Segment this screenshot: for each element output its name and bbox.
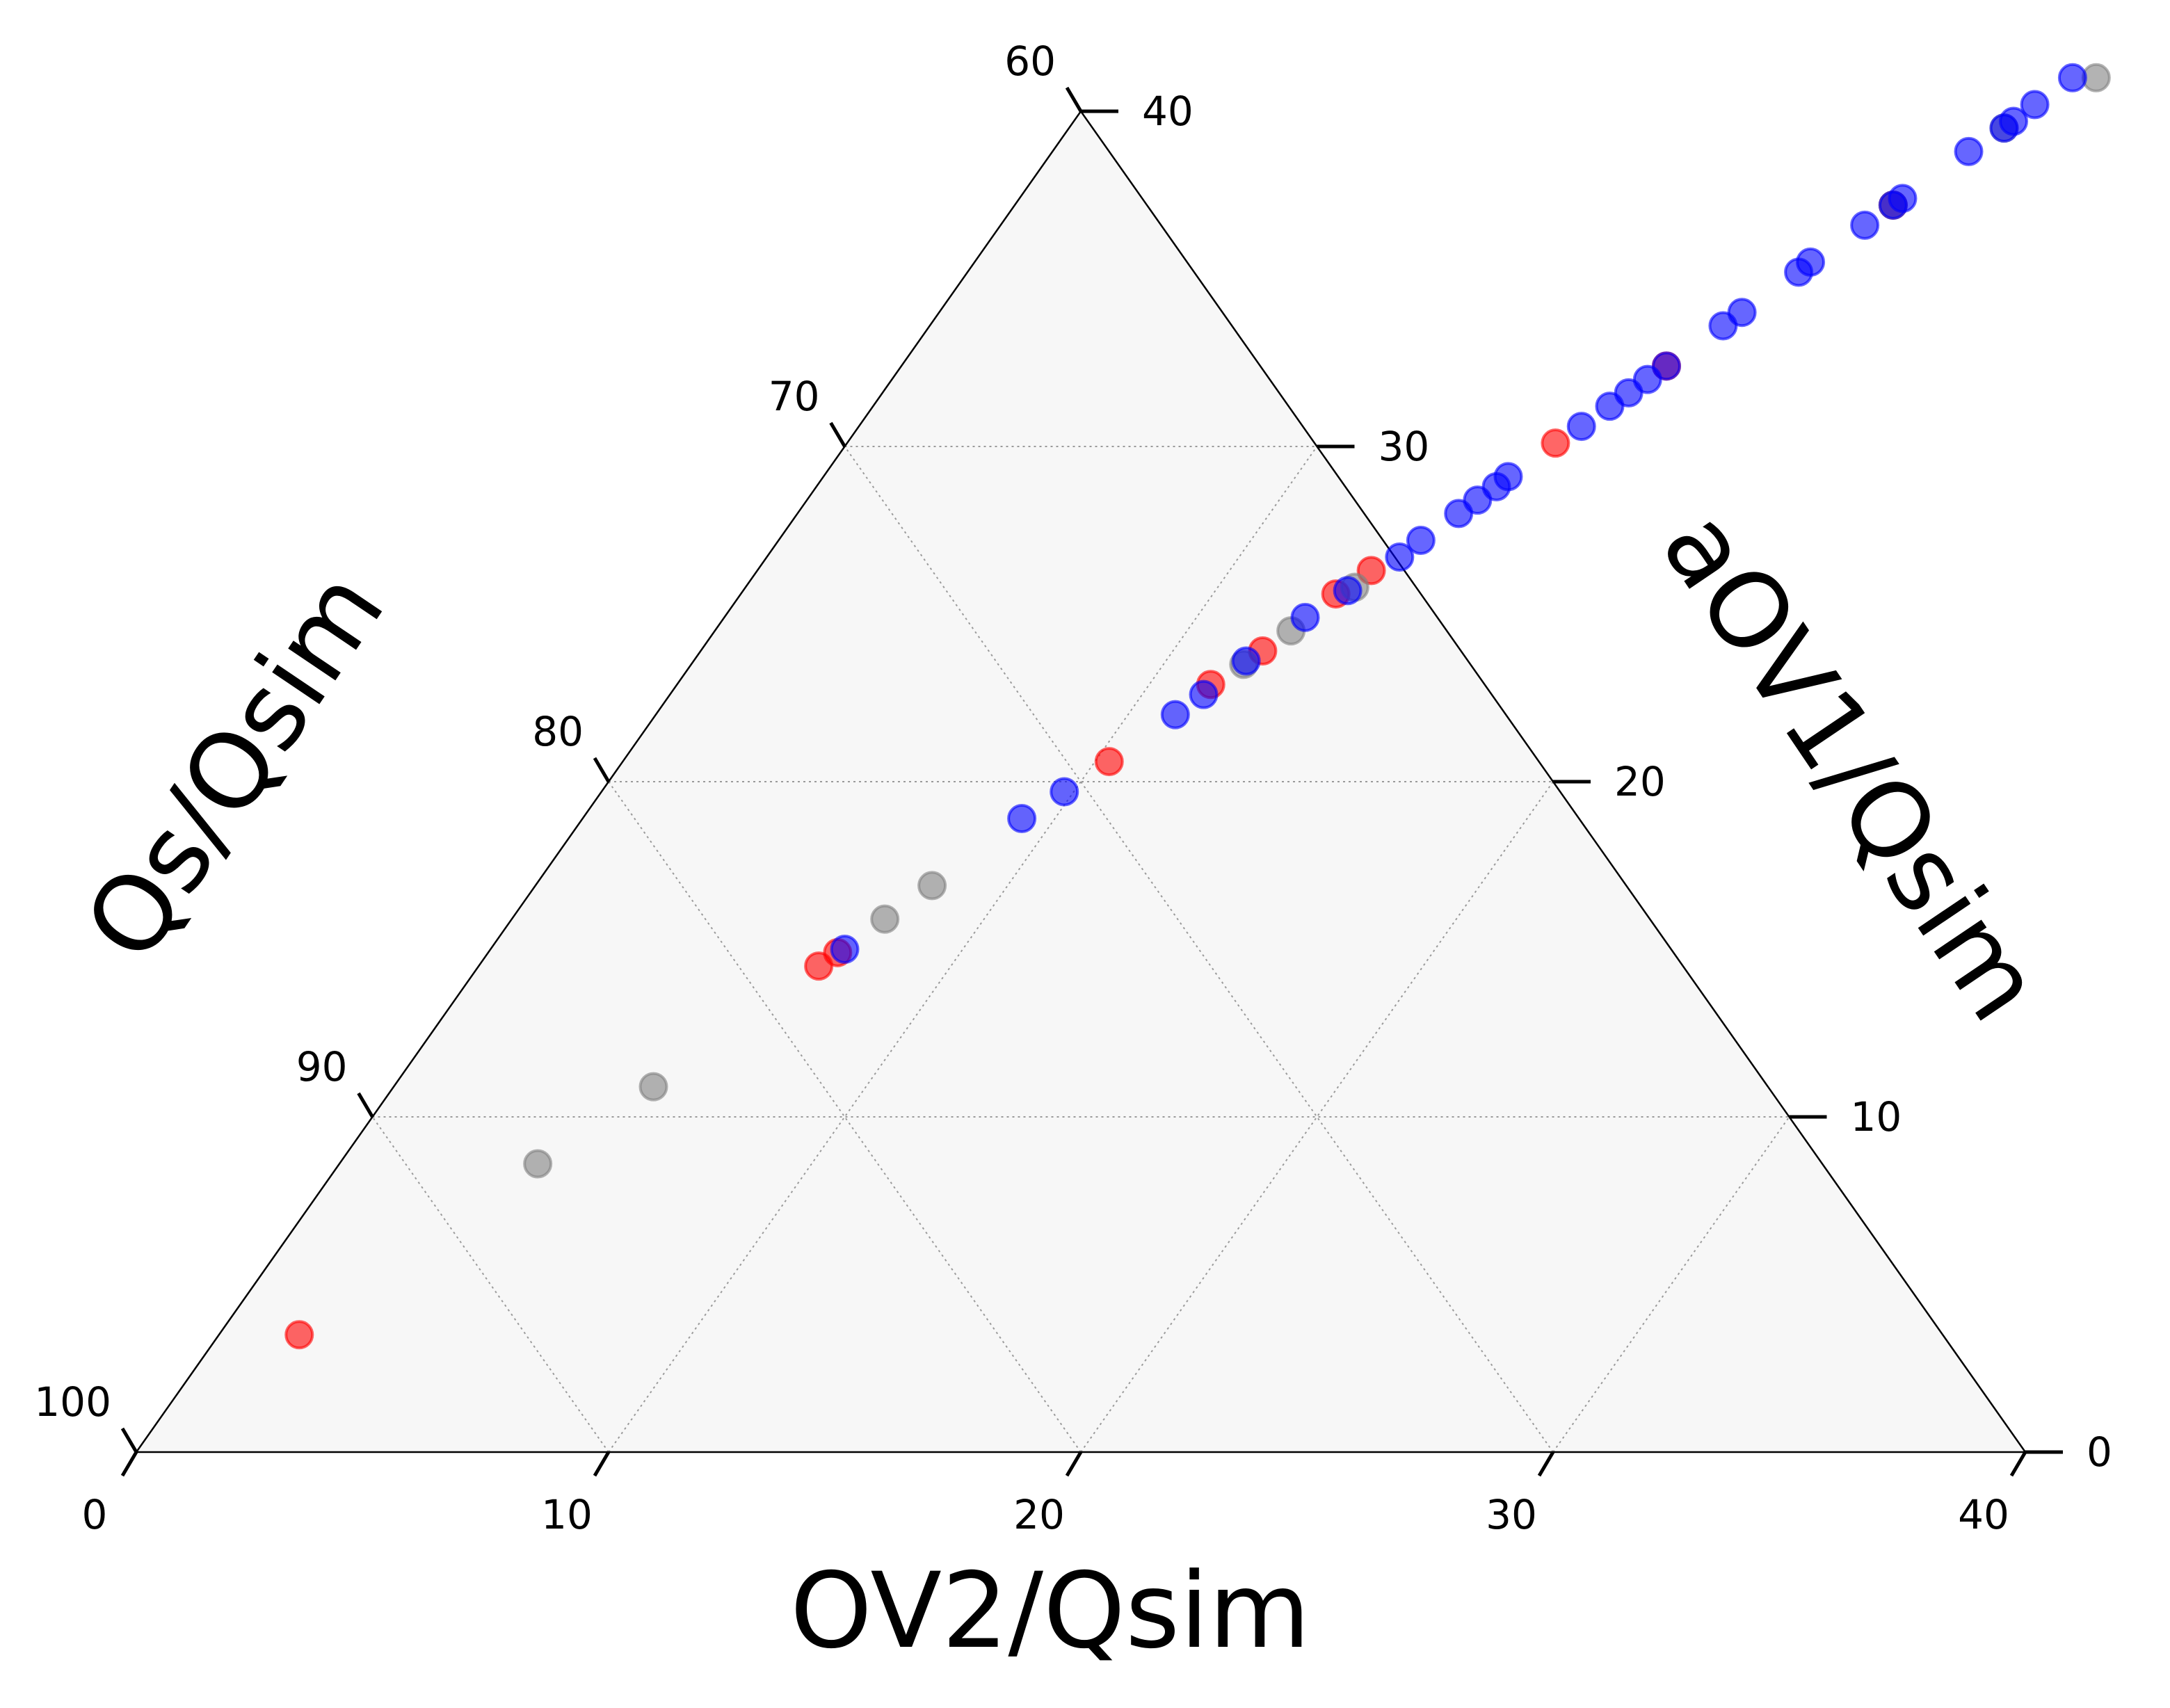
data-point <box>1999 106 2029 136</box>
left-tick-label-70: 70 <box>769 373 820 420</box>
data-point <box>1094 747 1124 777</box>
data-point <box>1850 210 1880 240</box>
data-point <box>1493 462 1523 492</box>
grid-lines <box>371 446 1790 1453</box>
data-point <box>638 1072 668 1102</box>
data-point <box>1888 184 1918 214</box>
data-point <box>1290 602 1320 632</box>
data-point <box>1796 247 1826 277</box>
left-tick-label-80: 80 <box>532 708 584 755</box>
data-point <box>1231 646 1261 676</box>
bottom-tick-20 <box>1065 1451 1083 1477</box>
data-point <box>1007 804 1037 834</box>
data-point <box>1406 525 1436 555</box>
bottom-tick-label-30: 30 <box>1486 1491 1537 1538</box>
data-point <box>870 904 900 934</box>
data-point <box>1541 428 1570 458</box>
grid-line-qs-90 <box>371 1116 609 1453</box>
grid-line-ov2-10 <box>608 446 1318 1453</box>
right-tick-label-40: 40 <box>1142 88 1194 135</box>
left-tick-80 <box>593 757 611 783</box>
bottom-tick-10 <box>593 1451 611 1477</box>
left-tick-label-100: 100 <box>34 1378 111 1426</box>
grid-line-ov2-30 <box>1552 1116 1790 1453</box>
right-tick-label-0: 0 <box>2087 1428 2112 1476</box>
left-tick-label-60: 60 <box>1004 38 1056 85</box>
data-point <box>2020 90 2050 120</box>
data-points <box>284 63 2111 1350</box>
axis-ticks: 0 10 20 30 40 0 10 20 30 40 60 70 80 90 100 <box>34 38 2112 1538</box>
left-tick-label-90: 90 <box>296 1043 348 1090</box>
bottom-tick-label-20: 20 <box>1013 1491 1065 1538</box>
data-point <box>1189 679 1219 709</box>
data-point <box>917 871 947 901</box>
left-tick-70 <box>829 421 846 448</box>
data-point <box>1727 298 1757 328</box>
right-tick-label-10: 10 <box>1851 1093 1902 1141</box>
left-tick-60 <box>1065 86 1083 113</box>
data-point <box>523 1149 553 1179</box>
data-point <box>830 935 860 964</box>
data-point <box>1566 412 1596 442</box>
left-tick-90 <box>357 1092 374 1118</box>
data-point <box>1160 700 1190 730</box>
grid-line-qs-70 <box>844 446 1554 1453</box>
left-tick-100 <box>120 1427 138 1453</box>
right-tick-label-30: 30 <box>1379 423 1430 470</box>
bottom-tick-label-40: 40 <box>1958 1491 2009 1538</box>
bottom-tick-label-10: 10 <box>541 1491 593 1538</box>
bottom-axis-title: OV2/Qsim <box>790 1551 1310 1672</box>
data-point <box>2057 63 2087 92</box>
left-axis-title: Qs/Qsim <box>62 550 408 981</box>
right-tick-label-20: 20 <box>1614 758 1666 805</box>
data-point <box>1651 351 1681 381</box>
right-axis-title: aOV1/Qsim <box>1638 490 2065 1042</box>
bottom-tick-label-0: 0 <box>82 1491 108 1538</box>
bottom-tick-0 <box>120 1451 138 1477</box>
data-point <box>1385 542 1415 572</box>
bottom-tick-30 <box>1537 1451 1555 1477</box>
data-point <box>1954 136 1984 166</box>
data-point <box>284 1320 314 1350</box>
data-point <box>1333 576 1363 606</box>
data-point <box>1050 777 1079 807</box>
bottom-tick-40 <box>2009 1451 2027 1477</box>
